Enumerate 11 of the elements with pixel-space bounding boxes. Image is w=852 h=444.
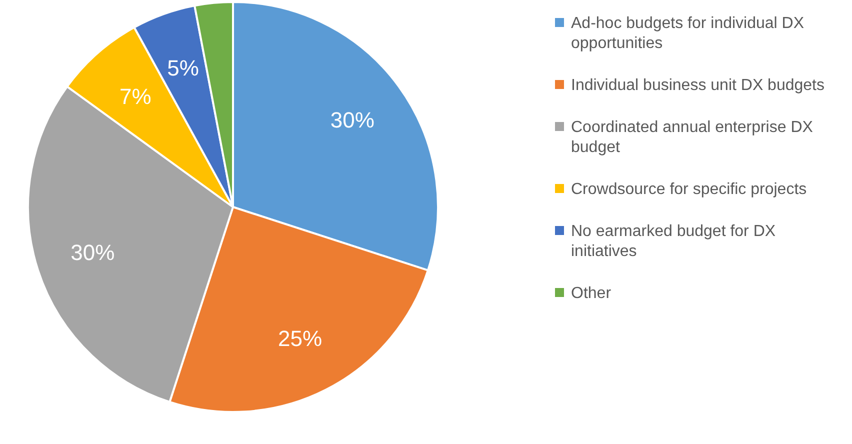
data-label: 5% [167,56,199,81]
legend-label: Coordinated annual enterprise DX budget [571,119,814,156]
data-label: 7% [119,84,152,109]
data-label: 25% [278,326,322,352]
legend-label: Individual business unit DX budgets [571,77,824,94]
data-label: 30% [330,108,374,133]
legend-label: Other [571,285,612,302]
legend-label: No earmarked budget for DX initiatives [571,223,776,260]
data-label: 30% [70,240,115,266]
legend-label: Ad-hoc budgets for individual DX opportunities [571,15,804,52]
legend-label: Crowdsource for specific projects [571,181,807,198]
